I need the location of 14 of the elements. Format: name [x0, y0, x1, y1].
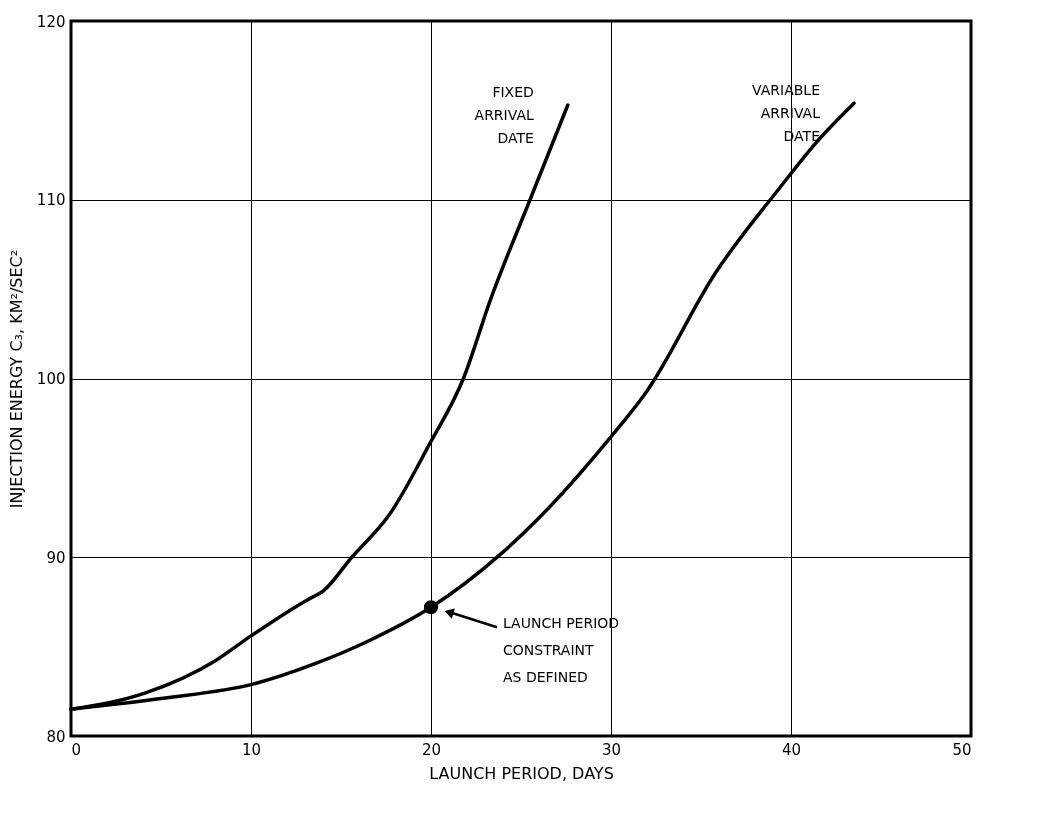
y-tick-label: 110: [36, 191, 66, 210]
x-tick-label: 0: [71, 740, 82, 759]
y-tick-label: 80: [46, 727, 66, 746]
x-tick-label: 30: [601, 740, 622, 759]
x-axis-title: LAUNCH PERIOD, DAYS: [429, 763, 614, 783]
x-tick-label: 10: [241, 740, 262, 759]
y-tick-label: 90: [46, 548, 66, 567]
x-tick-label: 20: [421, 740, 442, 759]
y-axis-title: INJECTION ENERGY C₃, KM²/SEC²: [6, 249, 26, 509]
series-label: FIXED ARRIVAL DATE: [474, 84, 534, 147]
x-tick-label: 50: [952, 740, 972, 759]
y-tick-label: 100: [36, 370, 66, 388]
y-tick-label: 120: [36, 12, 66, 31]
x-tick-label: 40: [781, 740, 802, 759]
